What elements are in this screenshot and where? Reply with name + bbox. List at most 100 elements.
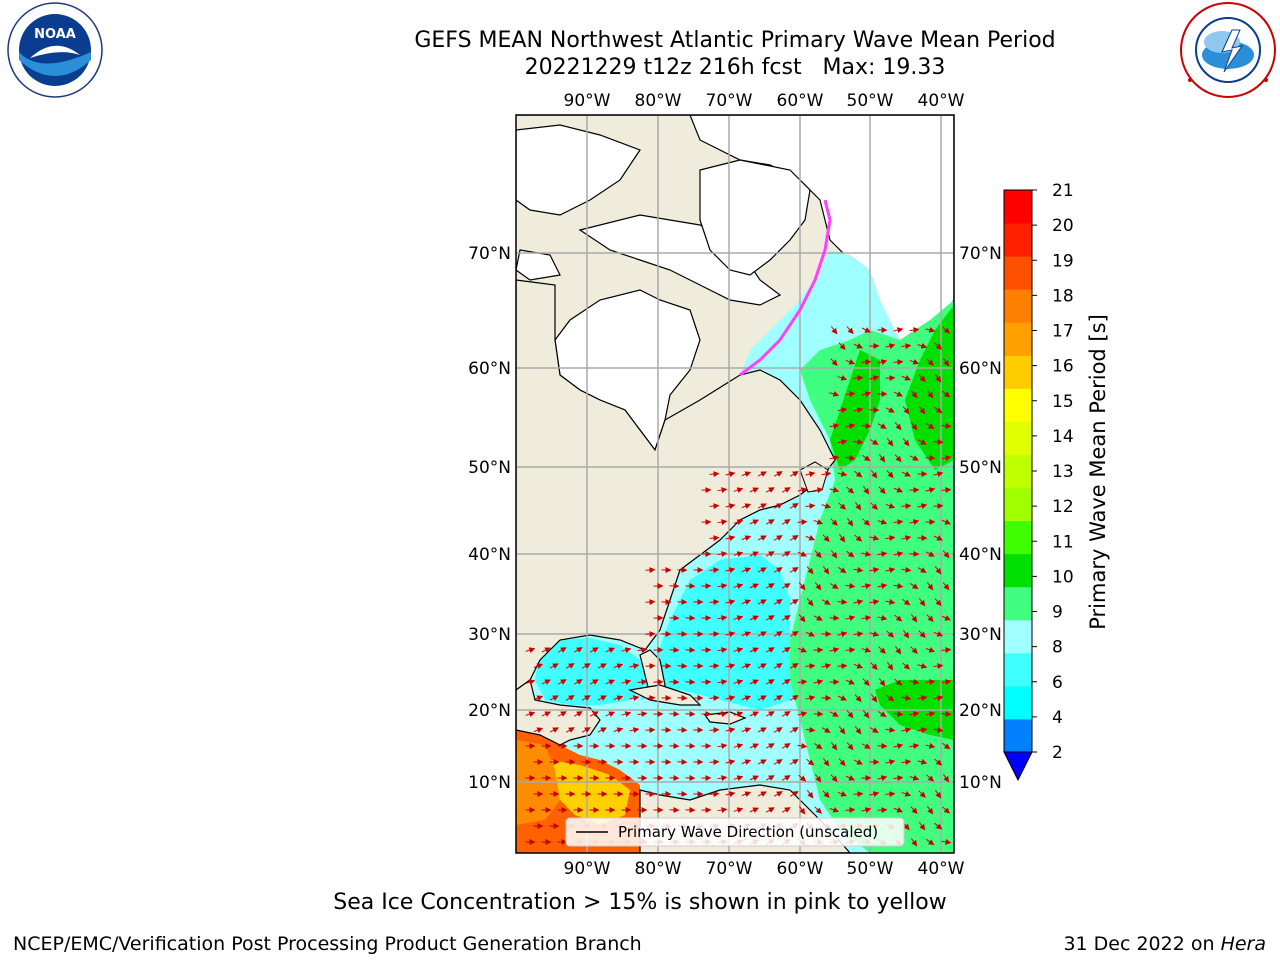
colorbar-tick-label: 10	[1052, 567, 1074, 587]
wave-arrow	[813, 519, 824, 525]
wave-arrow	[838, 758, 846, 767]
lat-label: 20°N	[468, 701, 511, 721]
wave-arrow	[773, 599, 783, 605]
colorbar-tick-label: 13	[1052, 462, 1074, 482]
wave-arrow	[798, 806, 806, 815]
wave-arrow	[733, 711, 744, 718]
wave-arrow	[830, 518, 838, 526]
wave-arrow	[822, 790, 830, 798]
wave-arrow	[909, 455, 919, 461]
wave-arrow	[733, 807, 744, 814]
wave-arrow	[893, 519, 904, 526]
wave-arrow	[877, 551, 888, 558]
wave-arrow	[589, 711, 599, 717]
wave-arrow	[878, 711, 887, 718]
wave-arrow	[853, 759, 863, 765]
wave-arrow	[557, 711, 567, 717]
wave-arrow	[845, 582, 856, 589]
colorbar-tick-label: 9	[1052, 603, 1063, 623]
wave-arrow	[901, 791, 912, 797]
wave-arrow	[886, 470, 894, 479]
wave-arrow	[885, 567, 896, 574]
wave-arrow	[901, 375, 912, 381]
credit-left: NCEP/EMC/Verification Post Processing Pr…	[13, 933, 642, 955]
wave-arrow	[821, 727, 831, 733]
wave-arrow	[926, 390, 934, 399]
wave-arrow	[781, 487, 791, 493]
wave-arrow	[757, 599, 767, 605]
wave-arrow	[854, 470, 863, 478]
wave-arrow	[942, 358, 950, 367]
wave-arrow	[902, 630, 910, 639]
wave-arrow	[845, 359, 856, 365]
wave-arrow	[861, 422, 872, 429]
wave-arrow	[941, 519, 952, 525]
wave-arrow	[902, 598, 911, 606]
colorbar-segment	[1004, 454, 1032, 489]
wave-arrow	[741, 535, 752, 541]
wave-arrow	[910, 838, 918, 847]
wave-arrow	[733, 743, 744, 750]
lon-labels-bottom: 90°W 80°W 70°W 60°W 50°W 40°W	[564, 859, 965, 879]
wave-arrow	[941, 487, 952, 494]
lon-labels-top: 90°W 80°W 70°W 60°W 50°W 40°W	[564, 91, 965, 111]
wave-arrow	[805, 535, 816, 541]
lon-label: 70°W	[706, 859, 753, 879]
legend-label: Primary Wave Direction (unscaled)	[618, 823, 878, 841]
wave-arrow	[773, 631, 783, 637]
wave-arrow	[749, 679, 760, 685]
map-frame	[515, 114, 955, 854]
wave-arrow	[789, 503, 799, 509]
wave-arrow	[829, 455, 840, 462]
wave-arrow	[725, 567, 736, 574]
wave-arrow	[853, 407, 864, 414]
wave-arrow	[765, 583, 775, 589]
wave-arrow	[942, 742, 951, 750]
wave-arrow	[805, 503, 816, 510]
wave-arrow	[830, 774, 838, 783]
wave-arrow	[910, 583, 919, 590]
wave-arrow	[757, 695, 767, 701]
wave-arrow	[757, 535, 767, 541]
wave-arrow	[885, 598, 896, 605]
wave-arrow	[741, 631, 752, 637]
colorbar-tick-label: 16	[1052, 357, 1074, 377]
wave-arrow	[749, 615, 760, 621]
wave-arrow	[869, 375, 880, 382]
colorbar-segment	[1004, 586, 1032, 621]
wave-arrow	[918, 406, 926, 415]
wave-arrow	[878, 678, 886, 687]
wave-arrow	[910, 806, 918, 814]
wave-arrow	[861, 807, 872, 814]
wave-arrow	[909, 774, 920, 781]
wave-arrow	[909, 678, 920, 685]
lon-label: 70°W	[706, 91, 753, 111]
wave-arrow	[789, 631, 799, 637]
wave-arrow	[934, 342, 943, 350]
wave-arrow	[893, 551, 904, 558]
wave-arrow	[797, 519, 808, 526]
wave-arrow	[830, 550, 838, 559]
wave-arrow	[941, 838, 952, 845]
wave-arrow	[541, 679, 551, 685]
wave-arrow	[869, 439, 879, 446]
wave-arrow	[901, 343, 912, 350]
wave-arrow	[781, 743, 791, 749]
wave-arrow	[717, 807, 728, 814]
wave-arrow	[917, 758, 928, 765]
wave-arrow	[845, 807, 856, 814]
colorbar-label: Primary Wave Mean Period [s]	[1086, 314, 1110, 630]
wave-arrow	[709, 567, 720, 574]
wave-arrow	[821, 471, 832, 478]
wave-arrow	[910, 390, 918, 399]
wave-arrow	[829, 647, 840, 654]
wave-arrow	[846, 710, 854, 719]
wave-arrow	[893, 327, 904, 334]
wave-arrow	[838, 502, 847, 510]
wave-arrow	[877, 359, 888, 366]
wave-arrow	[822, 534, 830, 543]
wave-arrow	[757, 567, 767, 573]
wave-arrow	[814, 582, 822, 591]
wave-arrow	[917, 662, 928, 669]
